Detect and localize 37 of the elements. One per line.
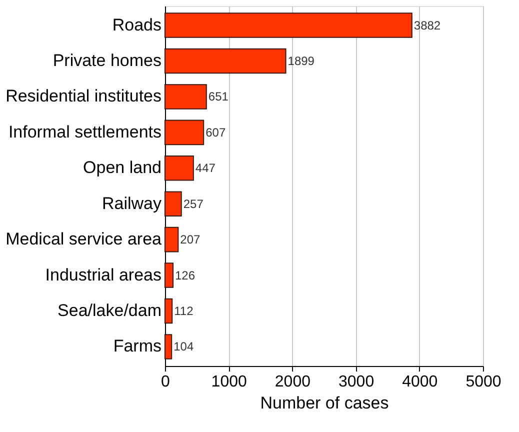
y-tick-label: Open land: [83, 158, 162, 178]
x-tick-label: 1000: [211, 374, 247, 390]
y-tick-label: Private homes: [52, 51, 162, 70]
data-label: 126: [175, 268, 196, 282]
x-tick-label: 3000: [338, 374, 374, 390]
bar: [164, 262, 174, 288]
data-label: 112: [174, 304, 194, 318]
data-label: 104: [174, 340, 194, 354]
bar: [164, 48, 286, 74]
y-tick-label: Railway: [102, 194, 162, 213]
y-tick-label: Roads: [112, 15, 162, 34]
bar: [164, 334, 172, 360]
data-label: 207: [180, 232, 201, 247]
data-label: 257: [183, 196, 204, 211]
bar: [164, 191, 182, 216]
x-tick-label: 2000: [274, 374, 311, 390]
data-label: 447: [195, 161, 216, 176]
data-label: 3882: [414, 18, 441, 32]
bar: [164, 12, 412, 38]
y-tick-label: Farms: [113, 336, 162, 356]
y-tick-label: Informal settlements: [8, 122, 162, 142]
y-tick-label: Medical service area: [6, 230, 162, 249]
x-tick-label: 4000: [402, 374, 438, 390]
y-tick-label: Residential institutes: [6, 86, 162, 106]
data-label: 1899: [288, 54, 315, 68]
bar: [164, 156, 194, 181]
bar: [164, 226, 179, 252]
y-tick-label: Sea/lake/dam: [58, 301, 162, 320]
y-tick-label: Industrial areas: [45, 265, 162, 284]
x-tick-label: 5000: [466, 374, 502, 390]
data-label: 607: [206, 125, 226, 140]
x-axis-title: Number of cases: [260, 394, 389, 412]
x-tick-label: 0: [161, 374, 170, 390]
bar: [164, 120, 204, 146]
data-label: 651: [208, 90, 229, 104]
bar: [164, 84, 207, 110]
bar: [164, 298, 173, 324]
